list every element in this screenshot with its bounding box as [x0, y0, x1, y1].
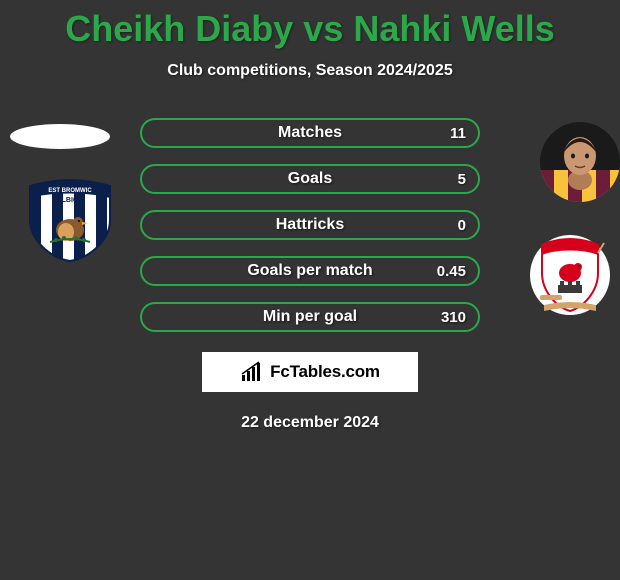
stat-label: Goals [288, 170, 332, 188]
player-left-avatar [10, 124, 110, 149]
svg-text:EST BROMWIC: EST BROMWIC [48, 188, 92, 194]
stat-label: Hattricks [276, 216, 344, 234]
stat-label: Min per goal [263, 308, 357, 326]
stat-row: Matches 11 [140, 118, 480, 148]
bars-icon [240, 361, 264, 383]
stat-label: Matches [278, 124, 342, 142]
watermark-text: FcTables.com [270, 362, 380, 382]
watermark-badge: FcTables.com [202, 352, 418, 392]
club-right-crest [530, 233, 610, 318]
page-title: Cheikh Diaby vs Nahki Wells [0, 0, 620, 50]
stats-list: Matches 11 Goals 5 Hattricks 0 Goals per… [140, 118, 480, 332]
date-text: 22 december 2024 [0, 414, 620, 432]
stat-value-right: 11 [450, 125, 466, 142]
stat-row: Goals 5 [140, 164, 480, 194]
stat-value-right: 310 [441, 309, 466, 326]
subtitle: Club competitions, Season 2024/2025 [0, 62, 620, 80]
stat-label: Goals per match [247, 262, 372, 280]
club-left-crest: EST BROMWIC ALBION [20, 178, 120, 263]
player-right-avatar [540, 122, 620, 202]
stat-row: Min per goal 310 [140, 302, 480, 332]
svg-text:ALBION: ALBION [57, 197, 84, 204]
stat-value-right: 5 [458, 171, 466, 188]
stat-value-right: 0 [458, 217, 466, 234]
stat-value-right: 0.45 [437, 263, 466, 280]
stat-row: Hattricks 0 [140, 210, 480, 240]
stat-row: Goals per match 0.45 [140, 256, 480, 286]
